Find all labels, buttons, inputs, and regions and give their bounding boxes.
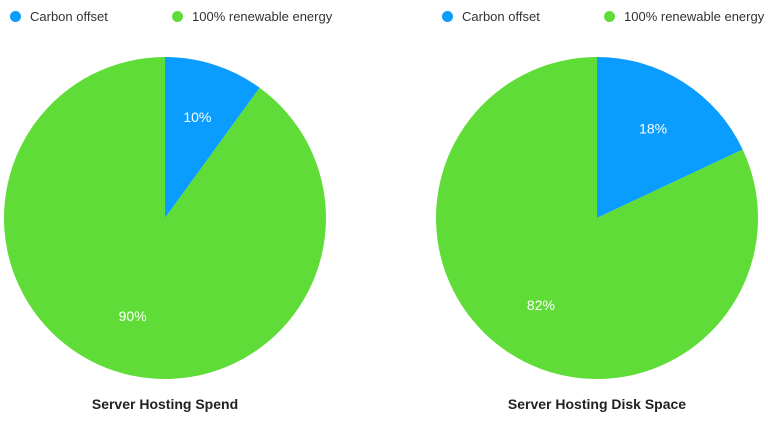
legend-label-renewable-energy: 100% renewable energy: [192, 8, 333, 24]
pie-slice-carbon-offset[interactable]: [597, 57, 743, 218]
slice-label-renewable-energy: 90%: [119, 308, 147, 324]
legend-label-carbon-offset: Carbon offset: [462, 8, 540, 24]
legend-swatch-carbon-offset: [10, 10, 21, 22]
chart-title: Server Hosting Disk Space: [507, 396, 687, 412]
pie-plot: 10% 90%: [3, 56, 326, 379]
slice-label-carbon-offset: 10%: [183, 109, 211, 125]
legend-label-carbon-offset: Carbon offset: [30, 8, 108, 24]
pie-slice-renewable-energy[interactable]: [436, 57, 759, 380]
legend-swatch-carbon-offset: [442, 10, 453, 22]
slice-label-renewable-energy: 82%: [527, 297, 555, 313]
legend-swatch-renewable-energy: [604, 10, 615, 22]
legend-swatch-renewable-energy: [172, 10, 183, 22]
legend-item-carbon-offset[interactable]: Carbon offset: [10, 7, 108, 25]
legend-item-renewable-energy[interactable]: 100% renewable energy: [604, 7, 764, 25]
pie-slice-renewable-energy[interactable]: [3, 56, 326, 379]
slice-label-carbon-offset: 18%: [639, 120, 667, 136]
legend-item-renewable-energy[interactable]: 100% renewable energy: [172, 7, 332, 25]
legend-item-carbon-offset[interactable]: Carbon offset: [442, 7, 540, 25]
legend-label-renewable-energy: 100% renewable energy: [624, 8, 765, 24]
pie-slice-carbon-offset[interactable]: [165, 57, 260, 218]
pie-plot: 18% 82%: [436, 57, 759, 380]
pie-chart-spend: Carbon offset 100% renewable energy 10% …: [3, 7, 332, 412]
chart-title: Server Hosting Spend: [91, 396, 239, 412]
pie-chart-disk-space: Carbon offset 100% renewable energy 18% …: [384, 0, 768, 425]
